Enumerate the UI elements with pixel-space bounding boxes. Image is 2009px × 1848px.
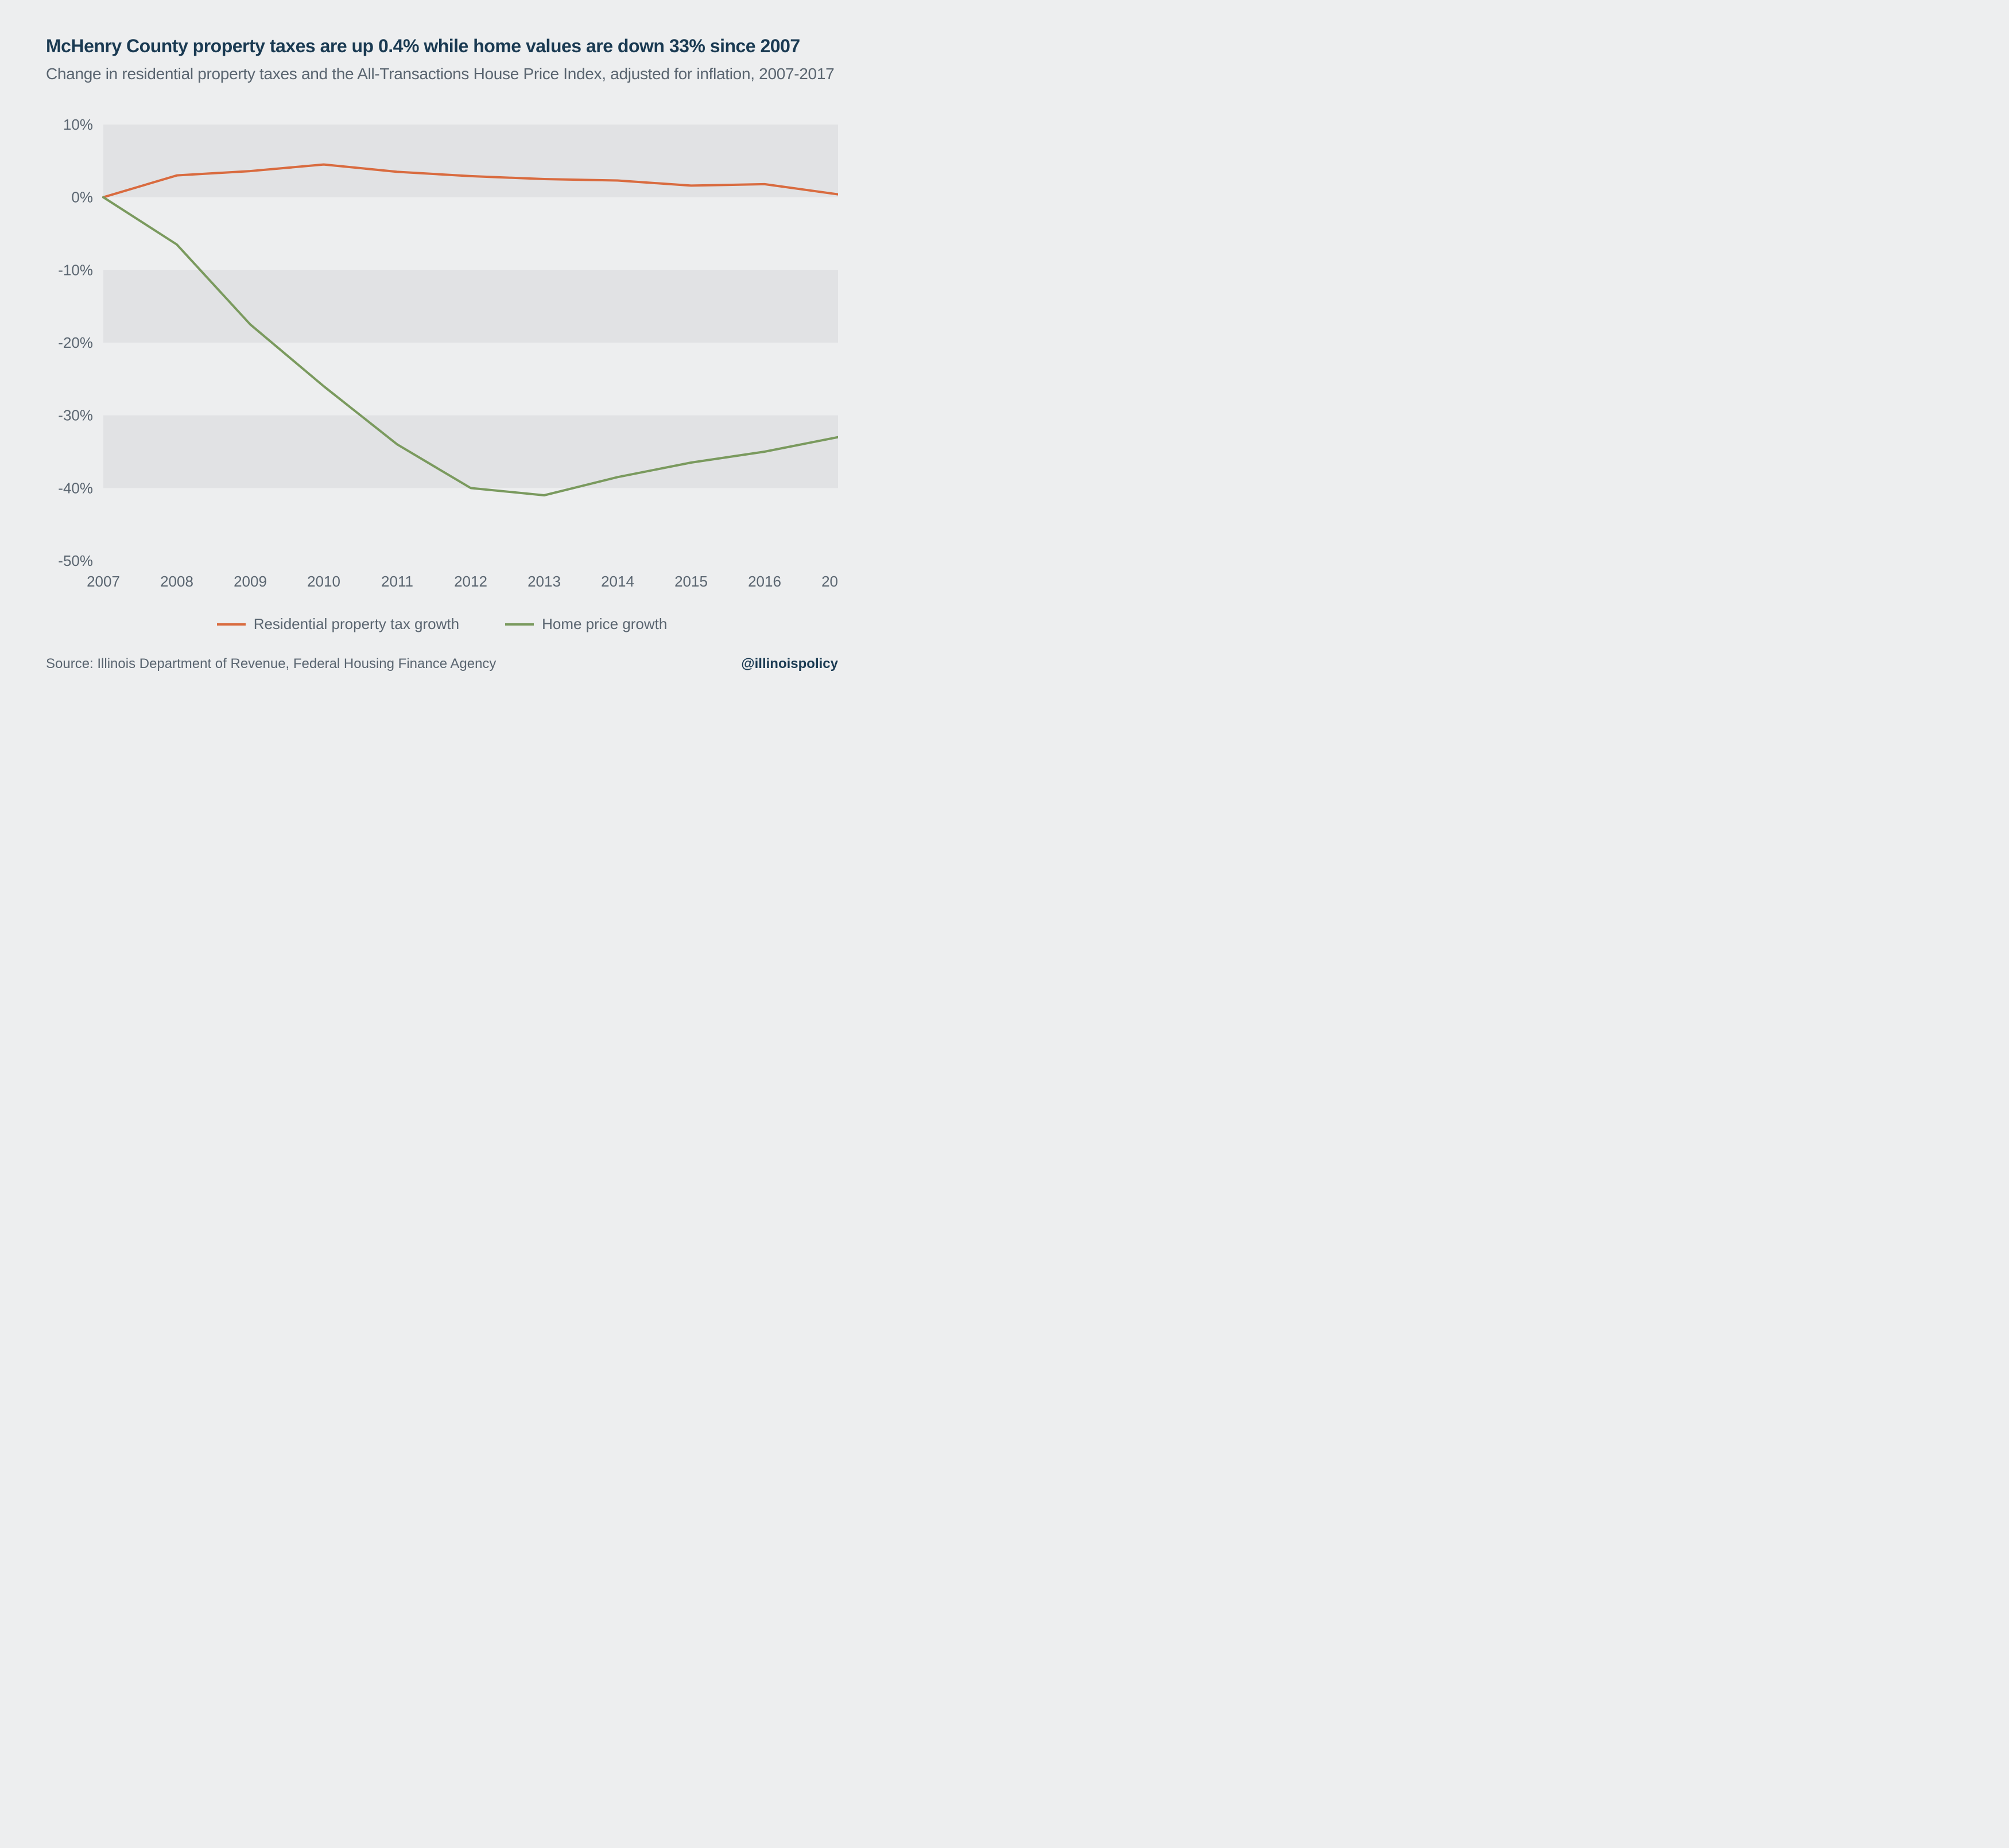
- legend-swatch-1: [217, 623, 246, 626]
- footer: Source: Illinois Department of Revenue, …: [46, 656, 838, 672]
- chart-container: 10% 0% -10% -20% -30% -40% -50% 2007 2008 2009 201…: [46, 113, 838, 598]
- grid-band: [103, 488, 838, 561]
- x-tick-label: 2016: [748, 573, 781, 590]
- y-tick-label: -40%: [58, 480, 93, 497]
- handle: @illinoispolicy: [741, 656, 838, 672]
- y-tick-label: 0%: [71, 189, 93, 206]
- legend-item-2: Home price growth: [505, 615, 667, 633]
- legend-swatch-2: [505, 623, 534, 626]
- grid-band: [103, 270, 838, 343]
- x-tick-label: 2012: [454, 573, 487, 590]
- legend-label-2: Home price growth: [542, 615, 667, 633]
- x-tick-label: 2010: [307, 573, 340, 590]
- chart-title: McHenry County property taxes are up 0.4…: [46, 34, 838, 59]
- y-tick-label: 10%: [63, 116, 93, 133]
- grid-band: [103, 343, 838, 416]
- y-tick-label: -20%: [58, 334, 93, 351]
- grid-band: [103, 125, 838, 197]
- line-chart-svg: 10% 0% -10% -20% -30% -40% -50% 2007 2008 2009 201…: [46, 113, 838, 595]
- x-tick-label: 2009: [234, 573, 267, 590]
- x-tick-label: 2014: [601, 573, 634, 590]
- legend-item-1: Residential property tax growth: [217, 615, 459, 633]
- x-tick-label: 2007: [87, 573, 120, 590]
- grid-band: [103, 197, 838, 270]
- x-tick-label: 2013: [528, 573, 561, 590]
- y-tick-label: -50%: [58, 552, 93, 569]
- grid-band: [103, 416, 838, 488]
- legend: Residential property tax growth Home pri…: [46, 615, 838, 633]
- legend-label-1: Residential property tax growth: [254, 615, 459, 633]
- y-tick-label: -30%: [58, 407, 93, 424]
- x-tick-label: 2017: [821, 573, 838, 590]
- x-tick-label: 2015: [674, 573, 708, 590]
- x-tick-label: 2008: [160, 573, 193, 590]
- chart-subtitle: Change in residential property taxes and…: [46, 63, 838, 85]
- source-text: Source: Illinois Department of Revenue, …: [46, 656, 496, 672]
- x-tick-label: 2011: [381, 573, 413, 590]
- y-tick-label: -10%: [58, 262, 93, 279]
